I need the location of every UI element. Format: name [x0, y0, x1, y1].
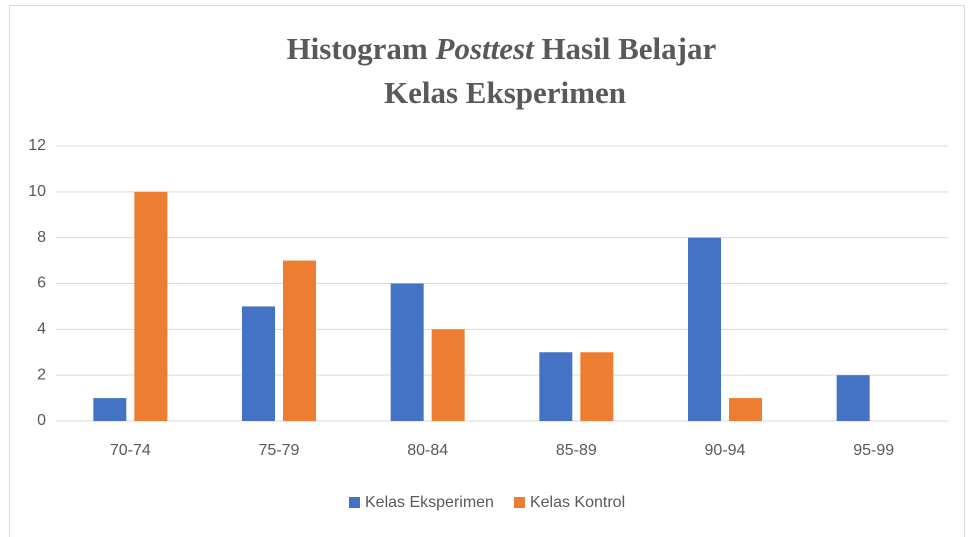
title-part: Hasil Belajar [541, 31, 716, 66]
x-tick-label: 75-79 [259, 442, 300, 459]
bar [134, 191, 168, 421]
y-tick-label: 6 [37, 275, 46, 292]
title-part: Histogram [287, 31, 428, 66]
bar [283, 260, 316, 421]
y-tick-label: 4 [37, 321, 46, 338]
legend-swatch [513, 497, 525, 508]
x-tick-label: 85-89 [556, 442, 597, 459]
bar [539, 352, 573, 421]
bar [580, 352, 614, 421]
y-tick-label: 10 [28, 183, 46, 200]
chart-title: Histogram Posttest Hasil Belajar Kelas E… [287, 31, 724, 110]
chart-border [9, 5, 965, 537]
legend-label: Kelas Kontrol [530, 494, 625, 511]
title-part: Posttest [435, 31, 536, 66]
x-tick-label: 80-84 [407, 442, 448, 459]
title-part: Kelas Eksperimen [384, 75, 626, 110]
y-tick-label: 2 [37, 366, 46, 383]
y-tick-label: 0 [37, 412, 46, 429]
y-tick-label: 12 [28, 137, 46, 154]
x-tick-label: 70-74 [110, 442, 151, 459]
legend-label: Kelas Eksperimen [365, 494, 494, 511]
bar [93, 398, 127, 421]
legend-swatch [349, 497, 360, 508]
bar [688, 237, 721, 421]
bar [836, 375, 870, 421]
bar [729, 398, 762, 421]
y-tick-label: 8 [37, 229, 46, 246]
x-tick-label: 95-99 [853, 442, 894, 459]
bar [242, 306, 275, 421]
x-tick-label: 90-94 [705, 442, 746, 459]
bar [390, 283, 424, 421]
bar [431, 329, 465, 421]
